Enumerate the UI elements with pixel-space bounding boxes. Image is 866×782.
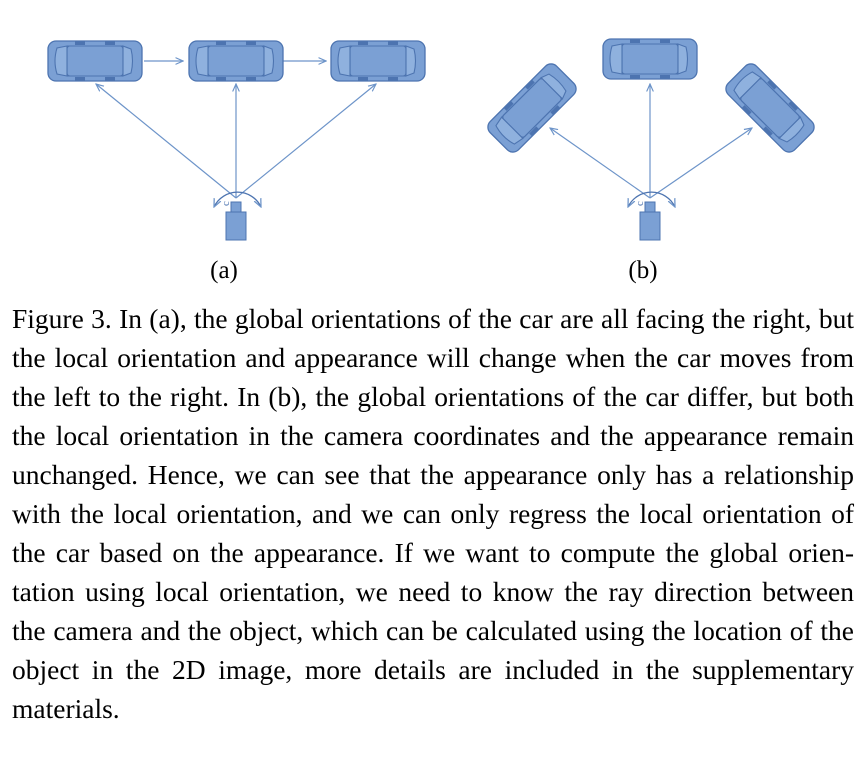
- car-icon: [330, 40, 426, 82]
- camera-icon: [639, 201, 661, 241]
- car-icon: [47, 40, 143, 82]
- camera-icon: [225, 201, 247, 241]
- car-icon: [602, 38, 698, 80]
- figure-caption: Figure 3. In (a), the global orientation…: [12, 299, 854, 728]
- ray-line: [649, 128, 752, 199]
- car-icon: [721, 59, 819, 157]
- subfigure-label-b: (b): [628, 257, 658, 284]
- subfigure-label-a: (a): [210, 257, 238, 284]
- figure: c c (a) (b): [0, 0, 866, 290]
- camera-label: c: [220, 201, 232, 206]
- arc-arrow-icon: [628, 191, 675, 207]
- ray-line: [550, 128, 651, 199]
- caption-label: Figure 3.: [12, 303, 112, 334]
- caption-text: In (a), the global orientations of the c…: [12, 303, 855, 724]
- camera-label: c: [634, 201, 646, 206]
- arc-arrow-icon: [214, 191, 261, 207]
- panel-b: c: [483, 38, 819, 241]
- figure-drawing: c c: [47, 38, 819, 241]
- ray-line: [235, 84, 376, 199]
- car-icon: [188, 40, 284, 82]
- panel-a: c: [47, 40, 426, 241]
- car-icon: [483, 59, 581, 157]
- ray-line: [96, 84, 237, 199]
